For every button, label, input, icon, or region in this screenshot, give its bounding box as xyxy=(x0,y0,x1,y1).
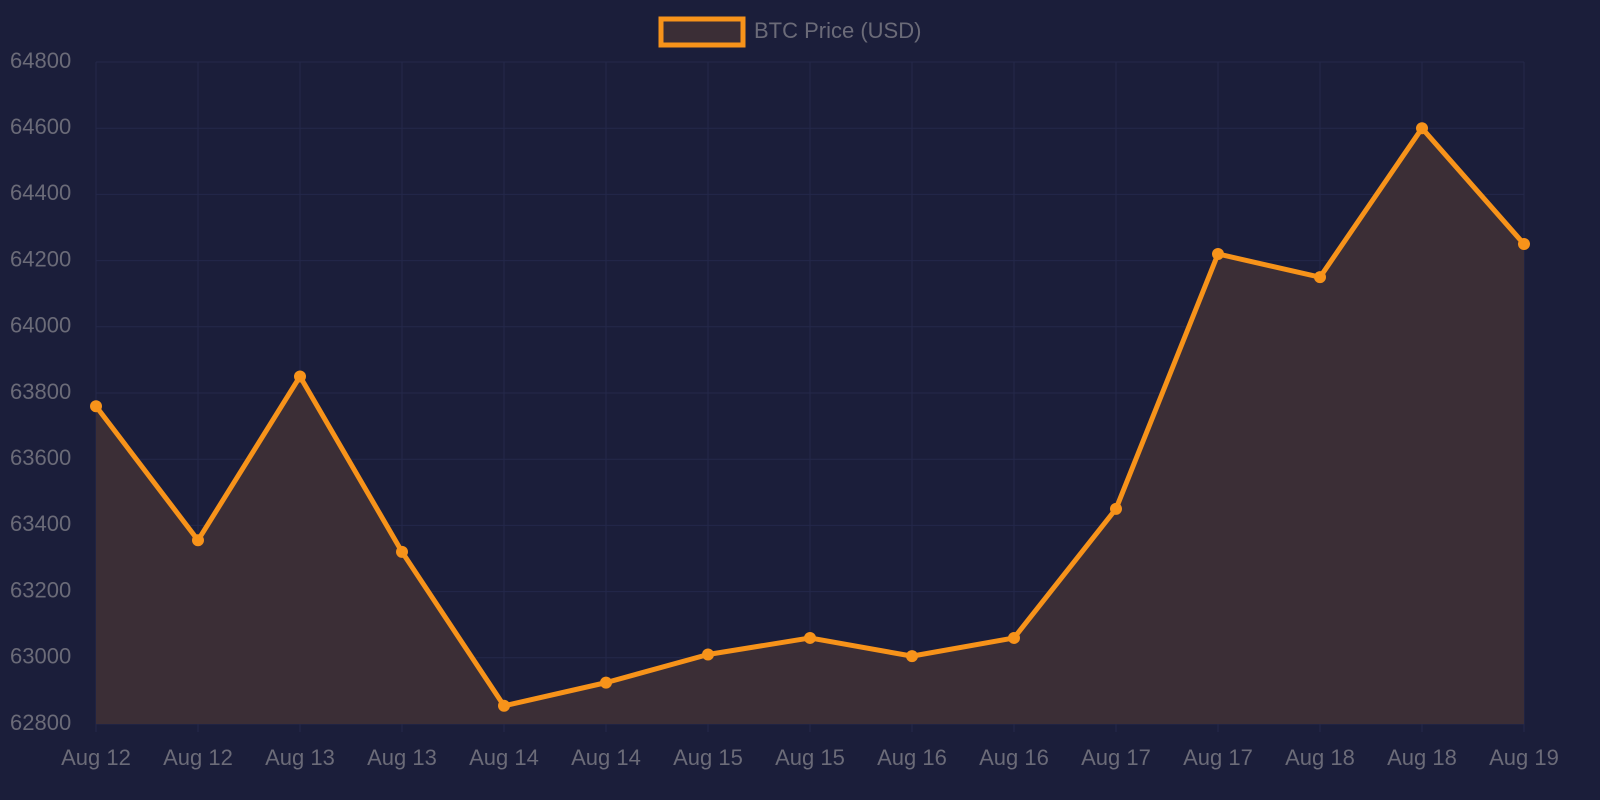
y-tick-label: 64000 xyxy=(10,313,71,338)
y-tick-label: 64200 xyxy=(10,246,71,271)
x-tick-label: Aug 17 xyxy=(1081,745,1151,770)
y-tick-label: 64400 xyxy=(10,180,71,205)
area xyxy=(96,128,1524,724)
point xyxy=(804,631,816,644)
point xyxy=(90,400,102,413)
point xyxy=(1212,247,1224,260)
x-tick-label: Aug 18 xyxy=(1285,745,1355,770)
x-tick-label: Aug 13 xyxy=(367,745,437,770)
x-tick-label: Aug 19 xyxy=(1489,745,1559,770)
x-tick-label: Aug 15 xyxy=(673,745,743,770)
x-tick-label: Aug 17 xyxy=(1183,745,1253,770)
y-tick-label: 63800 xyxy=(10,379,71,404)
point xyxy=(396,545,408,558)
y-tick-label: 63000 xyxy=(10,644,71,669)
y-tick-label: 62800 xyxy=(10,710,71,735)
x-tick-label: Aug 13 xyxy=(265,745,335,770)
legend-label: BTC Price (USD) xyxy=(754,18,921,43)
point xyxy=(1314,271,1326,284)
point xyxy=(1518,238,1530,251)
point xyxy=(702,648,714,661)
point xyxy=(1008,631,1020,644)
point xyxy=(906,650,918,663)
x-tick-label: Aug 15 xyxy=(775,745,845,770)
x-tick-label: Aug 14 xyxy=(571,745,641,770)
point xyxy=(1110,502,1122,515)
legend-swatch xyxy=(658,16,746,48)
x-tick-label: Aug 18 xyxy=(1387,745,1457,770)
point xyxy=(192,534,204,547)
y-tick-label: 63600 xyxy=(10,445,71,470)
y-tick-label: 63200 xyxy=(10,577,71,602)
point xyxy=(294,370,306,383)
x-tick-label: Aug 12 xyxy=(61,745,131,770)
x-tick-label: Aug 16 xyxy=(979,745,1049,770)
x-tick-label: Aug 14 xyxy=(469,745,539,770)
y-tick-label: 64600 xyxy=(10,114,71,139)
x-tick-label: Aug 12 xyxy=(163,745,233,770)
y-tick-label: 63400 xyxy=(10,511,71,536)
point xyxy=(1416,122,1428,135)
point xyxy=(600,676,612,689)
y-tick-label: 64800 xyxy=(10,48,71,73)
x-tick-label: Aug 16 xyxy=(877,745,947,770)
point xyxy=(498,699,510,712)
